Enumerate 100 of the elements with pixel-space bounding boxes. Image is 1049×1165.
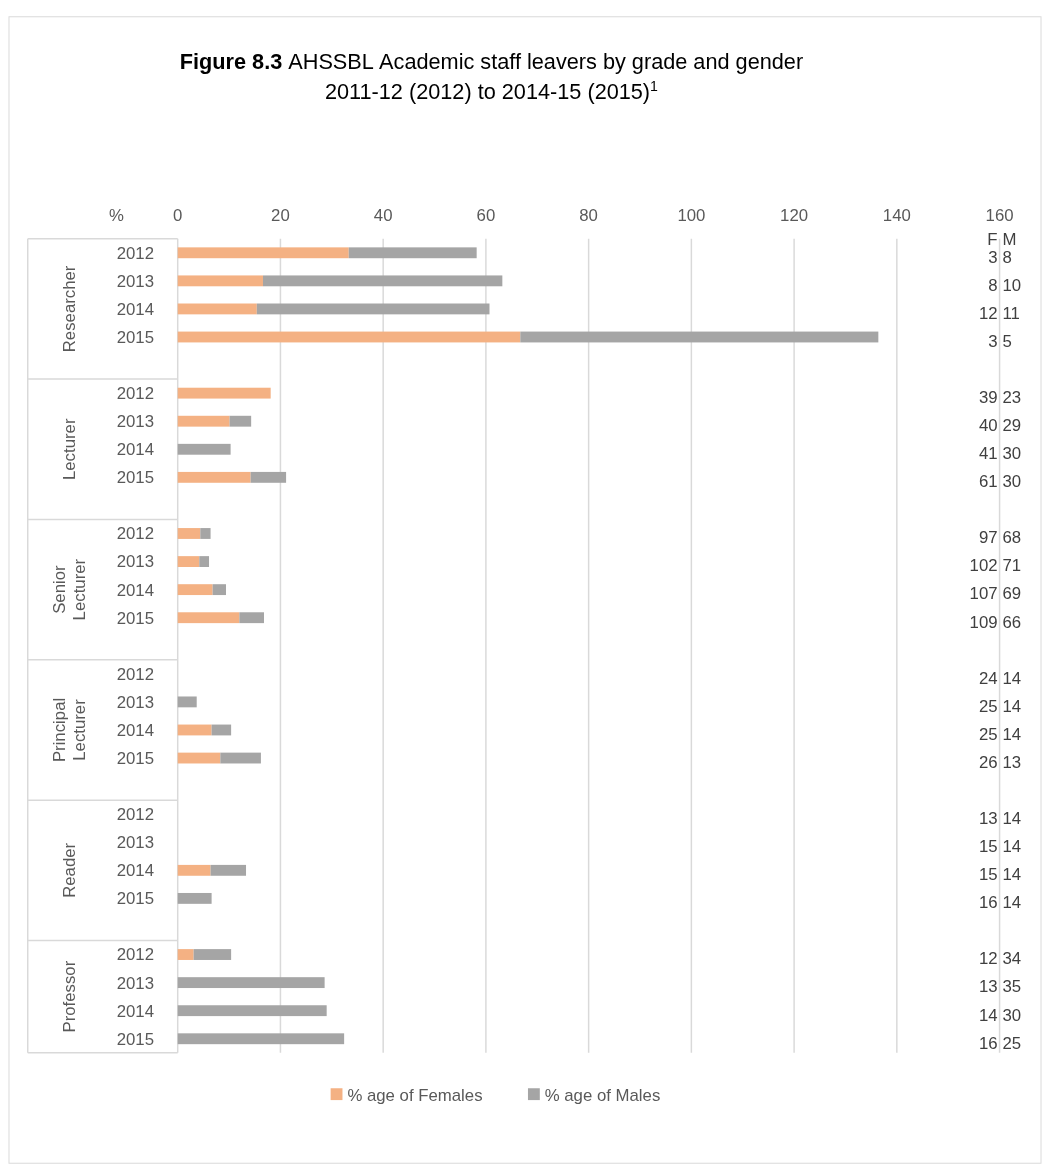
annotation: 39 23	[978, 388, 1022, 408]
y-tick-label: 2013	[116, 833, 155, 853]
annotation: 15 14	[978, 865, 1022, 885]
bar	[212, 584, 226, 596]
bar	[177, 612, 240, 624]
bar	[220, 752, 261, 764]
y-tick-label: 2012	[116, 243, 155, 263]
y-tick-label: 2012	[116, 945, 155, 965]
annotation: 97 68	[978, 528, 1022, 548]
bar	[211, 724, 232, 736]
bar	[177, 415, 230, 427]
bar	[177, 949, 194, 960]
bar	[177, 584, 213, 596]
y-tick-label: 2013	[116, 271, 155, 291]
y-tick-label: 2012	[116, 384, 155, 404]
annotation: 61 30	[978, 472, 1022, 492]
annotation: 25 14	[978, 724, 1022, 744]
bar	[177, 1005, 327, 1017]
annotation: 40 29	[978, 416, 1022, 436]
y-tick-label: 2013	[116, 412, 155, 432]
bar	[200, 528, 211, 539]
legend-label: % age of Females	[347, 1086, 483, 1106]
text: Senior Lecturer	[50, 558, 89, 621]
annotation: 26 13	[978, 752, 1022, 772]
annotation: 16 25	[978, 1033, 1022, 1053]
annotation: 102 71	[969, 556, 1022, 576]
annotation: 12 11	[978, 303, 1020, 323]
x-axis-title: %	[109, 206, 125, 225]
y-tick-label: 2013	[116, 692, 155, 712]
x-tick-label: 80	[579, 206, 598, 225]
y-tick-label: 2014	[116, 720, 155, 740]
text: Professor	[60, 960, 80, 1033]
bar	[177, 752, 221, 764]
bar	[250, 471, 287, 483]
chart-subtitle: 2011-12 (2012) to 2014-15 (2015)$^{1}$	[324, 77, 659, 104]
bar	[199, 556, 210, 567]
y-tick-label: 2015	[116, 327, 155, 347]
y-tick-label: 2012	[116, 664, 155, 684]
bar	[177, 471, 251, 483]
bar	[177, 528, 201, 539]
x-tick-label: 160	[985, 206, 1014, 225]
bar	[177, 892, 212, 904]
y-tick-label: 2014	[116, 861, 155, 881]
annotation: 109 66	[969, 612, 1022, 632]
y-tick-label: 2014	[116, 580, 155, 600]
x-tick-label: 100	[677, 206, 706, 225]
text: Researcher	[60, 265, 80, 353]
bar	[520, 331, 879, 343]
annotation: 3 5	[988, 331, 1012, 351]
bar	[177, 556, 200, 567]
bar	[262, 275, 503, 287]
y-tick-label: 2013	[116, 973, 155, 993]
annotation: 13 14	[978, 809, 1022, 829]
annotation: 12 34	[978, 949, 1022, 969]
bar	[177, 977, 325, 989]
text: Reader	[60, 842, 80, 898]
annotation: 41 30	[978, 444, 1022, 464]
annotation: 13 35	[978, 977, 1022, 997]
y-tick-label: 2014	[116, 440, 155, 460]
annotation: 24 14	[978, 668, 1022, 688]
bar	[177, 864, 211, 876]
x-tick-label: 140	[882, 206, 911, 225]
bar	[177, 387, 271, 399]
annotation: 15 14	[978, 837, 1022, 857]
y-tick-label: 2015	[116, 1029, 155, 1049]
y-tick-label: 2014	[116, 299, 155, 319]
annotation: 107 69	[969, 584, 1022, 604]
y-tick-label: 2015	[116, 748, 155, 768]
y-tick-label: 2012	[116, 524, 155, 544]
legend-label: % age of Males	[544, 1086, 661, 1106]
bar	[177, 303, 257, 315]
y-tick-label: 2015	[116, 468, 155, 488]
annotation: 25 14	[978, 696, 1022, 716]
bar	[193, 949, 232, 960]
bar	[177, 275, 263, 287]
annotation: 8 10	[988, 275, 1022, 295]
x-tick-label: 120	[780, 206, 809, 225]
text: Lecturer	[60, 418, 80, 481]
annotation: 3 8	[988, 247, 1012, 267]
bar	[210, 864, 247, 876]
x-tick-label: 0	[173, 206, 183, 225]
annotation: 14 30	[978, 1005, 1022, 1025]
bar	[348, 247, 477, 259]
y-tick-label: 2012	[116, 805, 155, 825]
bar	[177, 247, 349, 259]
annotation: 16 14	[978, 893, 1022, 913]
x-tick-label: 40	[373, 206, 393, 225]
y-tick-label: 2015	[116, 889, 155, 909]
x-tick-label: 20	[271, 206, 290, 225]
y-tick-label: 2013	[116, 552, 155, 572]
bar	[177, 443, 231, 455]
bar	[177, 696, 197, 708]
x-tick-label: 60	[476, 206, 496, 225]
y-tick-label: 2015	[116, 608, 155, 628]
text: Principal Lecturer	[50, 697, 89, 763]
bar	[239, 612, 264, 624]
bar	[177, 724, 212, 736]
chart-title: Figure 8.3 AHSSBL Academic staff leavers by grade and gender	[179, 49, 804, 75]
bar	[229, 415, 252, 427]
annotation: F M	[987, 229, 1017, 249]
